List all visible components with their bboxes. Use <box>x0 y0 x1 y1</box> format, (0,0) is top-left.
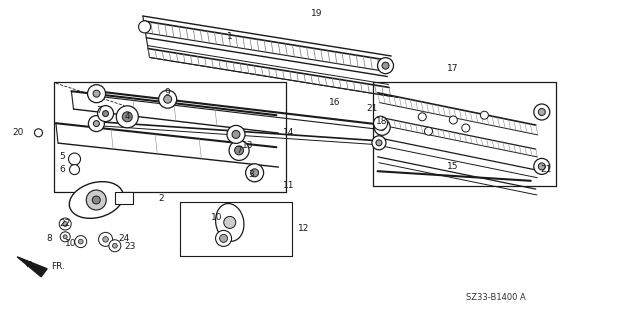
Circle shape <box>534 104 550 120</box>
Text: 14: 14 <box>283 128 294 137</box>
Circle shape <box>70 164 79 175</box>
Text: 15: 15 <box>447 162 459 171</box>
Circle shape <box>538 163 545 170</box>
Circle shape <box>112 244 117 248</box>
Circle shape <box>382 62 389 69</box>
Ellipse shape <box>70 182 123 218</box>
Circle shape <box>538 108 545 116</box>
Circle shape <box>379 124 385 130</box>
Text: 16: 16 <box>329 98 341 107</box>
Circle shape <box>534 158 550 174</box>
Circle shape <box>227 125 245 143</box>
Circle shape <box>35 129 42 137</box>
FancyBboxPatch shape <box>116 192 133 204</box>
Text: 8: 8 <box>47 234 52 243</box>
Circle shape <box>159 90 176 108</box>
Polygon shape <box>17 257 47 277</box>
Text: 12: 12 <box>298 224 309 233</box>
Text: 7: 7 <box>236 146 242 155</box>
Circle shape <box>229 140 249 160</box>
Circle shape <box>246 164 263 182</box>
Circle shape <box>462 124 469 132</box>
Circle shape <box>75 236 87 248</box>
Text: 24: 24 <box>118 234 129 243</box>
Circle shape <box>78 239 83 244</box>
Circle shape <box>86 190 106 210</box>
Circle shape <box>215 230 232 246</box>
Circle shape <box>224 216 236 228</box>
Text: 13: 13 <box>242 141 254 150</box>
Circle shape <box>116 106 138 128</box>
Circle shape <box>425 127 432 135</box>
Circle shape <box>93 121 99 127</box>
Text: 17: 17 <box>447 64 459 73</box>
Circle shape <box>88 116 104 132</box>
Circle shape <box>376 140 382 146</box>
Circle shape <box>251 169 258 177</box>
Text: 3: 3 <box>248 170 254 179</box>
Text: 23: 23 <box>124 242 135 251</box>
Circle shape <box>378 58 394 74</box>
Circle shape <box>232 130 240 138</box>
Text: 7: 7 <box>96 106 102 115</box>
Circle shape <box>220 234 227 243</box>
Circle shape <box>93 196 100 204</box>
Circle shape <box>68 153 81 165</box>
Text: FR.: FR. <box>51 262 65 271</box>
Text: 22: 22 <box>59 220 70 228</box>
Text: 21: 21 <box>540 165 551 174</box>
Circle shape <box>138 21 150 33</box>
Circle shape <box>109 240 121 252</box>
Text: 21: 21 <box>366 104 378 113</box>
Text: 5: 5 <box>59 152 65 161</box>
Circle shape <box>59 218 71 230</box>
Ellipse shape <box>215 204 244 241</box>
Text: 4: 4 <box>124 112 130 121</box>
Circle shape <box>63 235 67 239</box>
Circle shape <box>102 111 109 116</box>
Circle shape <box>99 232 112 246</box>
Circle shape <box>450 116 457 124</box>
Circle shape <box>372 136 386 150</box>
Text: 10: 10 <box>211 213 223 222</box>
Text: SZ33-B1400 A: SZ33-B1400 A <box>466 293 525 302</box>
Text: 11: 11 <box>283 181 294 190</box>
Text: 6: 6 <box>59 165 65 174</box>
Circle shape <box>235 146 243 155</box>
Circle shape <box>374 119 390 135</box>
Text: 9: 9 <box>165 88 170 97</box>
Circle shape <box>93 90 100 97</box>
Text: 18: 18 <box>376 117 388 126</box>
Circle shape <box>88 85 106 103</box>
Circle shape <box>102 236 109 242</box>
Circle shape <box>481 111 488 119</box>
Circle shape <box>97 106 114 122</box>
Circle shape <box>164 95 171 103</box>
Circle shape <box>374 116 388 130</box>
Circle shape <box>60 232 70 242</box>
Circle shape <box>63 221 68 227</box>
Text: 10: 10 <box>65 239 77 248</box>
Text: 19: 19 <box>310 9 322 18</box>
Circle shape <box>419 113 426 121</box>
Circle shape <box>122 112 132 122</box>
Text: 1: 1 <box>227 32 232 41</box>
Text: 20: 20 <box>12 128 24 137</box>
Text: 2: 2 <box>158 194 164 203</box>
